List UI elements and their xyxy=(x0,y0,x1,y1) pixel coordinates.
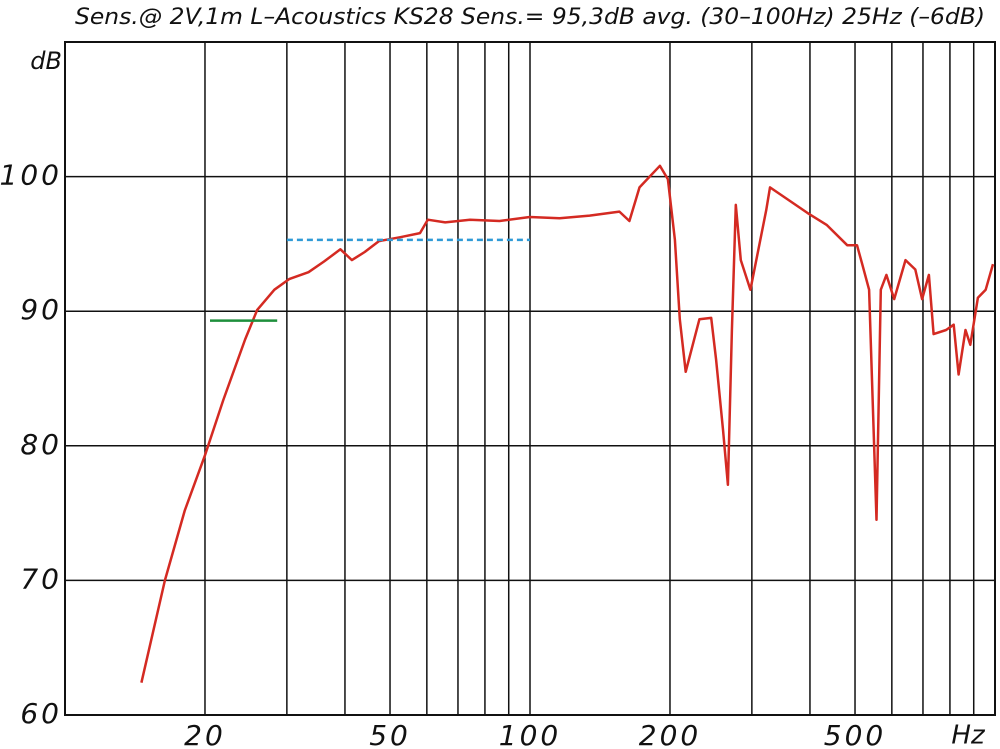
y-tick-label: 100 xyxy=(0,159,62,192)
plot-frame xyxy=(64,41,996,716)
x-tick-label: 100 xyxy=(499,719,561,749)
x-tick-label: 50 xyxy=(369,719,411,749)
y-tick-label: 60 xyxy=(20,697,62,730)
x-tick-label: 500 xyxy=(824,719,886,749)
series-line xyxy=(140,164,995,683)
chart-title: Sens.@ 2V,1m L–Acoustics KS28 Sens.= 95,… xyxy=(75,5,985,30)
y-tick-label: 90 xyxy=(20,293,62,326)
x-tick-label: 200 xyxy=(639,719,701,749)
x-axis-label: Hz xyxy=(951,721,986,749)
y-axis-label: dB xyxy=(30,47,62,75)
y-tick-label: 80 xyxy=(20,428,62,461)
y-tick-label: 70 xyxy=(20,562,62,595)
x-tick-label: 20 xyxy=(184,719,226,749)
